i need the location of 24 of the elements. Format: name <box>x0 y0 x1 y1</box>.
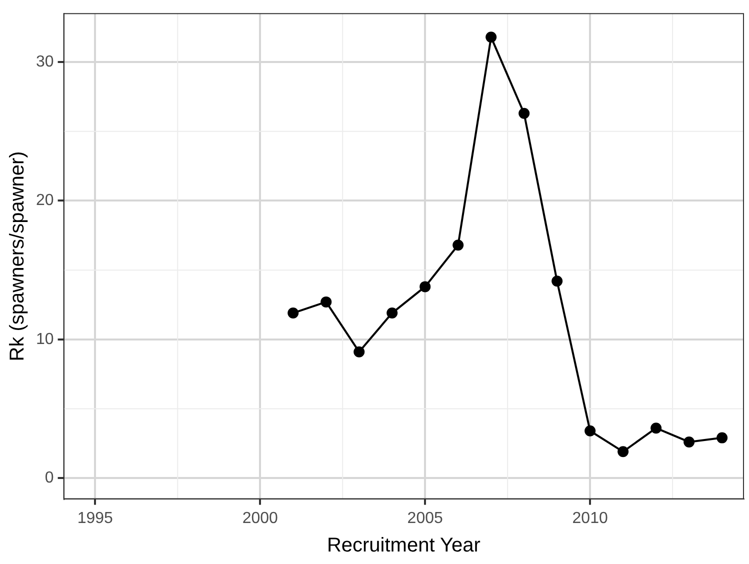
point <box>486 32 497 43</box>
point <box>552 276 563 287</box>
y-tick-label: 20 <box>36 192 54 210</box>
x-tick-label: 2005 <box>407 510 443 527</box>
y-tick-label: 30 <box>36 54 54 71</box>
point <box>354 346 365 358</box>
point <box>320 296 332 308</box>
point <box>584 425 596 436</box>
point <box>684 436 695 448</box>
x-tick-label: 2000 <box>242 510 278 527</box>
point <box>420 281 431 292</box>
y-tick-label: 0 <box>44 469 54 486</box>
y-tick-label: 10 <box>36 330 54 348</box>
point <box>452 240 464 251</box>
point <box>386 308 398 319</box>
y-axis-title: Rk (spawners/spawner) <box>6 151 29 362</box>
point <box>716 432 728 444</box>
point <box>288 308 299 319</box>
x-tick-label: 2010 <box>572 510 608 527</box>
point <box>650 422 662 434</box>
point <box>618 446 629 458</box>
x-tick-label: 1995 <box>77 510 114 527</box>
point <box>518 108 530 119</box>
x-axis-title: Recruitment Year <box>326 534 481 557</box>
